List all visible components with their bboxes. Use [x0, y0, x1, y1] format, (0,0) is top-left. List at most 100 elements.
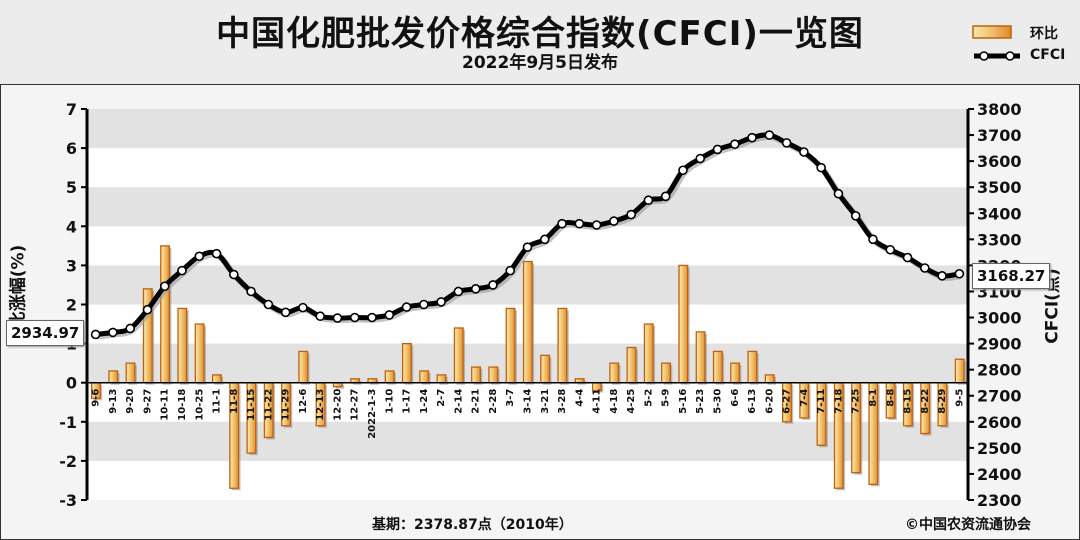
x-tick-label: 1-10	[384, 389, 395, 414]
x-tick-label: 4-25	[626, 389, 637, 414]
x-axis-labels: 9-6 9-13 9-20 9-27 10-11 10-18 10-25 11-1 11-8 11…	[91, 389, 966, 439]
bar	[453, 327, 464, 384]
line-point	[522, 242, 533, 252]
x-tick-label: 6-27	[782, 389, 793, 414]
line-point	[747, 132, 757, 143]
x-tick-label: 5-16	[678, 389, 689, 414]
bar	[712, 350, 723, 384]
left-tick-label: 7	[66, 100, 77, 119]
bar	[747, 350, 758, 384]
x-tick-label: 2-21	[471, 389, 482, 414]
x-tick-label: 3-28	[557, 389, 568, 414]
right-tick-label: 2400	[977, 465, 1022, 484]
line-point	[695, 153, 706, 164]
x-tick-label: 9-13	[108, 389, 119, 414]
x-tick-label: 4-11	[592, 389, 603, 414]
bar	[419, 370, 430, 384]
bar	[730, 362, 741, 384]
x-tick-label: 7-18	[833, 389, 844, 414]
x-tick-label: 8-22	[920, 389, 931, 414]
first-value-callout: 2934.97	[6, 320, 85, 346]
x-tick-label: 5-2	[643, 389, 654, 407]
left-tick-label: -1	[59, 413, 77, 432]
left-tick-label: 3	[66, 256, 77, 275]
right-tick-label: 3500	[977, 178, 1022, 197]
line-point	[315, 311, 326, 322]
bar	[211, 374, 222, 384]
x-tick-label: 11-8	[229, 389, 240, 414]
right-tick-label: 3300	[977, 230, 1022, 249]
bar-series	[91, 245, 967, 491]
x-tick-label: 7-25	[851, 389, 862, 414]
right-tick-label: 3700	[977, 126, 1022, 145]
x-tick-label: 9-27	[142, 389, 153, 414]
right-tick-label: 3400	[977, 204, 1022, 223]
right-tick-label: 2600	[977, 413, 1022, 432]
line-point	[298, 302, 308, 313]
line-point	[902, 252, 913, 263]
x-tick-label: 10-25	[194, 389, 205, 421]
line-point	[539, 234, 550, 245]
x-tick-label: 12-20	[332, 389, 343, 421]
line-point	[937, 271, 947, 281]
bar	[643, 323, 654, 384]
legend-bar-swatch	[972, 25, 1012, 39]
line-point	[660, 191, 671, 202]
bar	[401, 342, 412, 384]
line-point	[436, 297, 446, 307]
bar	[609, 362, 620, 384]
right-tick-label: 2500	[977, 439, 1022, 458]
bar	[194, 323, 205, 384]
line-point	[453, 286, 464, 297]
chart-subtitle: 2022年9月5日发布	[462, 53, 618, 73]
bar	[678, 264, 689, 384]
right-tick-label: 2900	[977, 335, 1022, 354]
bar	[298, 350, 309, 384]
x-tick-label: 11-1	[212, 389, 223, 414]
bar	[764, 374, 775, 384]
left-tick-label: 6	[66, 139, 77, 158]
x-tick-label: 9-6	[91, 389, 102, 407]
x-tick-label: 5-30	[713, 389, 724, 414]
bar	[384, 370, 395, 384]
right-tick-label: 3800	[977, 100, 1022, 119]
x-tick-label: 5-23	[695, 389, 706, 414]
x-tick-label: 3-7	[505, 389, 516, 407]
line-point	[280, 307, 291, 318]
line-point	[920, 263, 930, 273]
bar	[626, 346, 637, 384]
x-tick-label: 8-29	[937, 389, 948, 414]
x-tick-label: 1-24	[419, 389, 430, 414]
line-point	[557, 218, 567, 229]
line-point	[246, 286, 256, 297]
right-tick-label: 2300	[977, 491, 1022, 510]
line-point	[229, 269, 239, 280]
bar	[557, 307, 568, 384]
line-point	[384, 310, 395, 320]
x-tick-label: 7-11	[816, 389, 827, 414]
x-tick-label: 11-15	[246, 389, 257, 421]
x-tick-label: 2-14	[453, 389, 464, 414]
x-tick-label: 9-5	[954, 389, 965, 407]
bar	[108, 370, 119, 384]
left-tick-label: 2	[66, 296, 77, 315]
line-point	[108, 327, 118, 338]
last-value-callout: 3168.27	[972, 263, 1051, 289]
left-tick-label: -3	[59, 491, 77, 510]
chart-header: 中国化肥批发价格综合指数(CFCI)一览图 2022年9月5日发布 环比 CFC…	[0, 0, 1080, 85]
legend-line-label: CFCI	[1030, 47, 1066, 63]
line-point	[505, 265, 516, 276]
x-tick-label: 3-21	[540, 389, 551, 414]
bar	[177, 307, 188, 384]
line-point	[781, 138, 792, 148]
line-point	[868, 234, 878, 245]
bar	[661, 362, 672, 384]
line-point	[263, 299, 274, 310]
x-tick-label: 6-20	[764, 389, 775, 414]
line-point	[643, 195, 654, 206]
x-tick-label: 1-17	[402, 389, 413, 414]
x-tick-label: 2-28	[488, 389, 499, 414]
bar	[160, 245, 171, 384]
line-point	[885, 244, 896, 255]
